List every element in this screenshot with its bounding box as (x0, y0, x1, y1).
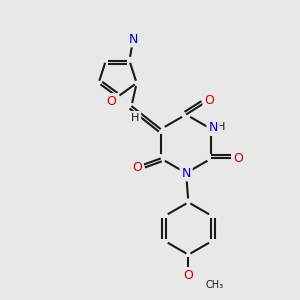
Text: N: N (208, 121, 218, 134)
Text: N: N (129, 33, 138, 46)
Text: N: N (182, 167, 191, 180)
Text: O: O (233, 152, 243, 165)
Text: CH₃: CH₃ (206, 280, 224, 290)
Text: O: O (132, 161, 142, 174)
Text: O: O (204, 94, 214, 107)
Text: H: H (217, 122, 225, 132)
Text: O: O (106, 95, 116, 108)
Text: H: H (131, 112, 140, 123)
Text: O: O (184, 269, 193, 282)
